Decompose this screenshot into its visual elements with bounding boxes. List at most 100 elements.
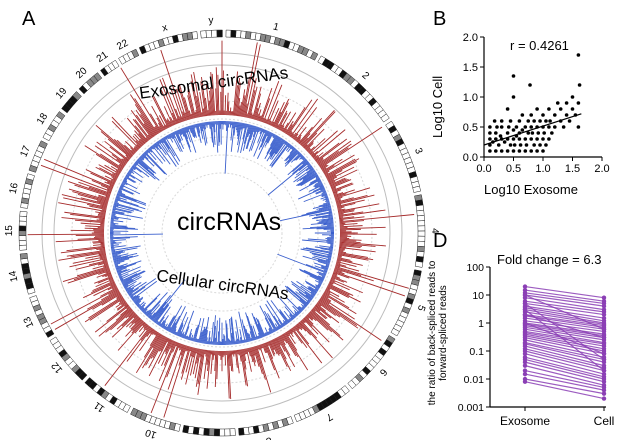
cellular-bar [239, 337, 242, 344]
exosomal-bar [111, 154, 127, 165]
cellular-bar [315, 183, 323, 188]
exosomal-bar [78, 181, 111, 195]
exosomal-bar [135, 140, 142, 148]
exosome-point [522, 307, 528, 312]
exosomal-bar [311, 150, 319, 157]
exosomal-bar [310, 310, 341, 337]
scatter-point [577, 83, 582, 87]
exosomal-bar [302, 318, 306, 323]
exosomal-bar [116, 301, 127, 310]
exosomal-bar [256, 113, 259, 121]
cellular-bar [164, 136, 181, 162]
cellular-bar [259, 305, 275, 333]
cellular-bar [158, 316, 165, 326]
cellular-bar [114, 262, 121, 266]
cellular-bar [111, 250, 123, 254]
scatter-point [488, 125, 492, 129]
cellular-bar [256, 126, 259, 132]
cellular-bar [235, 339, 238, 345]
chromosome-band [216, 29, 223, 38]
exosomal-bar [279, 111, 292, 131]
exosomal-bar [158, 126, 163, 132]
x-tick-label: 0.0 [476, 163, 491, 175]
cellular-bar [242, 339, 244, 344]
cellular-bar [264, 327, 269, 336]
cellular-bar [300, 248, 332, 256]
exosomal-bar [116, 312, 136, 330]
cellular-bar [126, 174, 130, 177]
cellular-bar [143, 152, 147, 157]
cellular-bar [308, 178, 321, 186]
exosomal-bar [92, 280, 115, 292]
exosomal-bar [178, 343, 183, 351]
cellular-bar [290, 317, 293, 321]
cellular-bar [152, 144, 156, 148]
cellular-bar [126, 173, 135, 179]
exosomal-bar [303, 144, 308, 149]
exosomal-bar [332, 272, 338, 276]
chromosome-label-14: 14 [7, 269, 20, 283]
exosomal-bar [215, 67, 219, 116]
exosomal-bar [258, 115, 261, 121]
exosomal-bar [166, 343, 181, 378]
exosomal-bar [75, 261, 108, 270]
exosomal-bar [241, 95, 246, 117]
exosomal-bar [152, 333, 162, 349]
exosomal-bar [266, 118, 270, 125]
cellular-bar [192, 327, 198, 342]
exosomal-bar [229, 107, 232, 116]
exosomal-bar [316, 302, 322, 307]
exosomal-bar [95, 211, 106, 214]
cellular-bar [157, 140, 160, 144]
exosomal-bar [334, 187, 371, 199]
cellular-bar [270, 300, 289, 324]
exosomal-bar [110, 310, 134, 331]
cellular-bar [279, 209, 332, 222]
cellular-bar [283, 310, 293, 321]
cellular-bar [139, 304, 146, 310]
cellular-bar [110, 245, 126, 249]
cellular-bar [255, 336, 258, 340]
exosomal-bar [263, 343, 276, 371]
exosomal-bar [70, 251, 106, 258]
cellular-bar [314, 288, 319, 292]
exosomal-bar [199, 92, 204, 117]
y-tick-label: 100 [466, 262, 484, 274]
exosomal-bar [157, 338, 171, 364]
cellular-bar [122, 180, 138, 190]
exosomal-bar [91, 281, 115, 294]
exosomal-bar [336, 194, 368, 204]
exosomal-bar [118, 299, 126, 305]
exosomal-bar [330, 279, 336, 283]
cellular-bar [257, 128, 264, 143]
exosomal-bar [289, 329, 293, 334]
cellular-bar [213, 325, 216, 345]
cellular-bar [197, 123, 201, 134]
cellular-bar [112, 255, 121, 259]
exosomal-bar [240, 349, 247, 386]
cellular-bar [295, 163, 311, 176]
cellular-bar [147, 148, 151, 153]
y-tick-label: 0.1 [469, 346, 484, 358]
exosomal-bar [288, 131, 293, 137]
exosomal-bar [111, 313, 137, 338]
cellular-bar [128, 287, 139, 296]
exosomal-bar [259, 115, 262, 122]
exosomal-bar [292, 326, 296, 331]
cell-point [601, 368, 607, 373]
exosomal-bar [165, 124, 168, 129]
cellular-bar [265, 132, 272, 143]
cellular-bar [310, 221, 334, 225]
paired-line [524, 350, 605, 372]
cellular-bar [264, 310, 276, 332]
exosomal-bar [306, 314, 313, 321]
scatter-point [576, 53, 581, 57]
exosomal-bar [181, 346, 190, 374]
center-label: circRNAs [177, 208, 282, 236]
exosomal-bar [293, 133, 299, 140]
exosomal-bar [110, 283, 116, 287]
cellular-bar [294, 313, 298, 317]
cellular-bar [116, 195, 120, 198]
exosomal-bar [131, 320, 144, 334]
cellular-bar [120, 184, 141, 195]
